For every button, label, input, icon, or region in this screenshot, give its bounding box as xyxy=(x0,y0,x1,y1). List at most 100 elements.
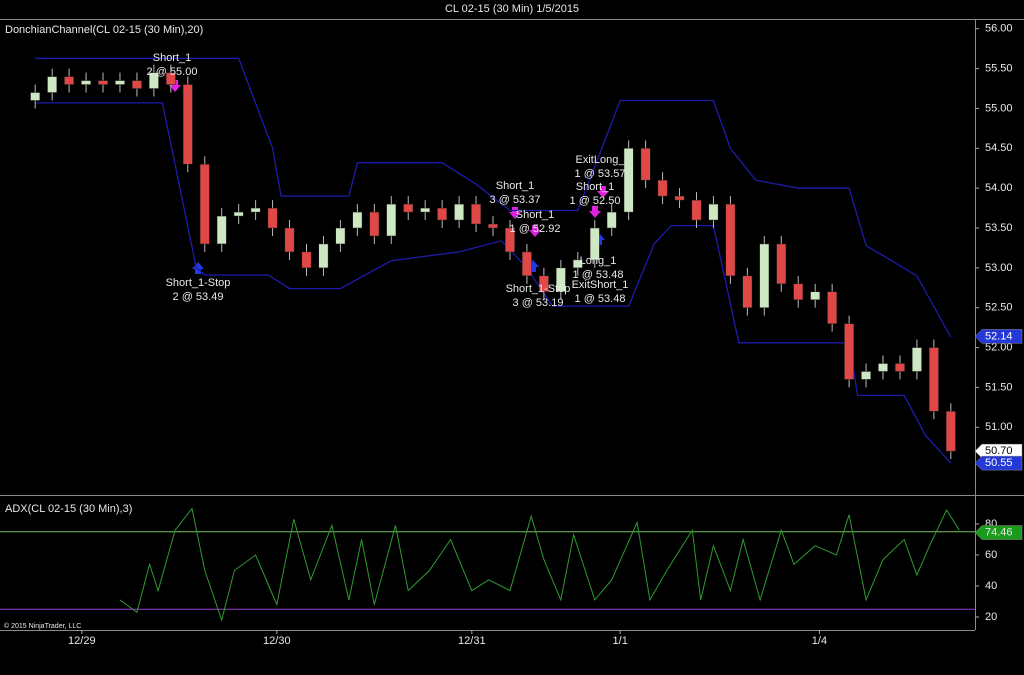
candle-body xyxy=(759,243,770,308)
panel-title: DonchianChannel(CL 02-15 (30 Min),20) xyxy=(5,24,203,36)
candle-body xyxy=(505,227,515,253)
candle-body xyxy=(182,84,193,165)
trade-detail: 1 @ 53.48 xyxy=(573,269,624,281)
y-tick-label: 51.00 xyxy=(985,421,1013,433)
trade-label: Short_1 xyxy=(153,52,192,64)
trade-label: Short_1 xyxy=(516,209,555,221)
copyright: © 2015 NinjaTrader, LLC xyxy=(4,622,81,630)
candle-body xyxy=(572,259,583,269)
x-tick-label: 12/31 xyxy=(458,635,486,647)
trade-detail: 2 @ 53.49 xyxy=(173,291,224,303)
channel-line xyxy=(35,57,952,338)
candle-body xyxy=(386,203,397,237)
candle-body xyxy=(538,275,549,293)
trade-label: Short_1 xyxy=(496,180,535,192)
price-marker xyxy=(974,455,1023,471)
price-marker xyxy=(974,329,1023,344)
trade-label: Short_1 xyxy=(576,181,615,193)
trade-label: Short_1-Stop xyxy=(166,277,231,289)
x-tick-label: 1/1 xyxy=(613,635,628,647)
candle-body xyxy=(81,80,91,85)
candle-body xyxy=(674,195,685,201)
last-value-label: 74.46 xyxy=(985,526,1013,538)
y-tick-label: 53.50 xyxy=(985,222,1013,234)
y-tick-label: 52.50 xyxy=(985,302,1013,314)
y-tick-label: 56.00 xyxy=(985,23,1013,35)
candle-body xyxy=(895,363,905,372)
candle-body xyxy=(148,72,159,89)
trade-label: Long_1 xyxy=(580,255,617,267)
trade-label: ExitShort_1 xyxy=(572,279,629,291)
trade-detail: 2 @ 55.00 xyxy=(147,66,198,78)
candle-body xyxy=(844,323,855,380)
trade-detail: 3 @ 53.37 xyxy=(490,194,541,206)
candle-body xyxy=(420,207,431,213)
candle-body xyxy=(555,267,566,293)
x-tick-label: 12/29 xyxy=(68,635,96,647)
candle-body xyxy=(437,207,448,221)
candle-body xyxy=(352,211,363,229)
panel-title: ADX(CL 02-15 (30 Min),3) xyxy=(5,503,132,515)
trade-detail: 1 @ 52.92 xyxy=(510,223,561,235)
candle-body xyxy=(199,164,210,245)
y-tick-label: 52.00 xyxy=(985,341,1013,353)
x-tick-label: 1/4 xyxy=(812,635,827,647)
x-tick-label: 12/30 xyxy=(263,635,291,647)
exit-arrow xyxy=(597,186,609,198)
candle-body xyxy=(810,291,821,300)
last-value-marker xyxy=(974,525,1023,540)
y-tick-label: 54.00 xyxy=(985,182,1013,194)
y-tick-label: 55.00 xyxy=(985,102,1013,114)
candle-body xyxy=(471,203,481,225)
trade-detail: 3 @ 53.19 xyxy=(513,297,564,309)
y-tick-label: 53.00 xyxy=(985,262,1013,274)
adx-line xyxy=(119,507,960,622)
price-marker-label: 52.14 xyxy=(985,330,1013,342)
candle-body xyxy=(606,211,617,229)
candle-body xyxy=(301,251,312,269)
trade-label: ExitLong_ xyxy=(576,154,626,166)
candle-body xyxy=(912,347,922,372)
y-tick-label: 20 xyxy=(985,611,997,623)
candle-body xyxy=(98,80,108,85)
candle-body xyxy=(793,283,804,300)
candle-body xyxy=(267,207,278,229)
short-arrow xyxy=(589,206,601,218)
candle-body xyxy=(454,203,465,221)
candle-body xyxy=(132,80,142,89)
candle-body xyxy=(488,223,498,229)
y-tick-label: 60 xyxy=(985,549,997,561)
candle-body xyxy=(589,227,600,261)
short-arrow xyxy=(529,225,541,237)
candle-body xyxy=(284,227,295,253)
candle-body xyxy=(318,243,329,269)
candle-body xyxy=(403,203,414,213)
candle-body xyxy=(165,72,176,85)
y-tick-label: 51.50 xyxy=(985,381,1013,393)
candle-body xyxy=(369,211,380,237)
candle-body xyxy=(335,227,346,245)
trade-detail: 1 @ 53.48 xyxy=(575,293,626,305)
trade-label: Short_1-Stop xyxy=(506,283,571,295)
candle-body xyxy=(30,92,41,101)
candle-body xyxy=(878,363,888,372)
y-tick-label: 55.50 xyxy=(985,63,1013,75)
trade-detail: 1 @ 52.50 xyxy=(570,195,621,207)
candle-body xyxy=(742,275,753,308)
candle-body xyxy=(945,411,956,452)
candle-body xyxy=(250,207,261,213)
candle-body xyxy=(827,291,838,324)
price-marker-label: 50.70 xyxy=(985,445,1013,457)
candle-body xyxy=(657,179,668,197)
candle-body xyxy=(708,203,719,221)
trade-detail: 1 @ 53.57 xyxy=(575,168,626,180)
candle-body xyxy=(691,199,702,221)
price-marker-label: 50.55 xyxy=(985,457,1013,469)
candle-body xyxy=(233,211,244,217)
candle-body xyxy=(725,203,736,277)
candle-body xyxy=(115,80,125,85)
candle-body xyxy=(522,251,532,277)
